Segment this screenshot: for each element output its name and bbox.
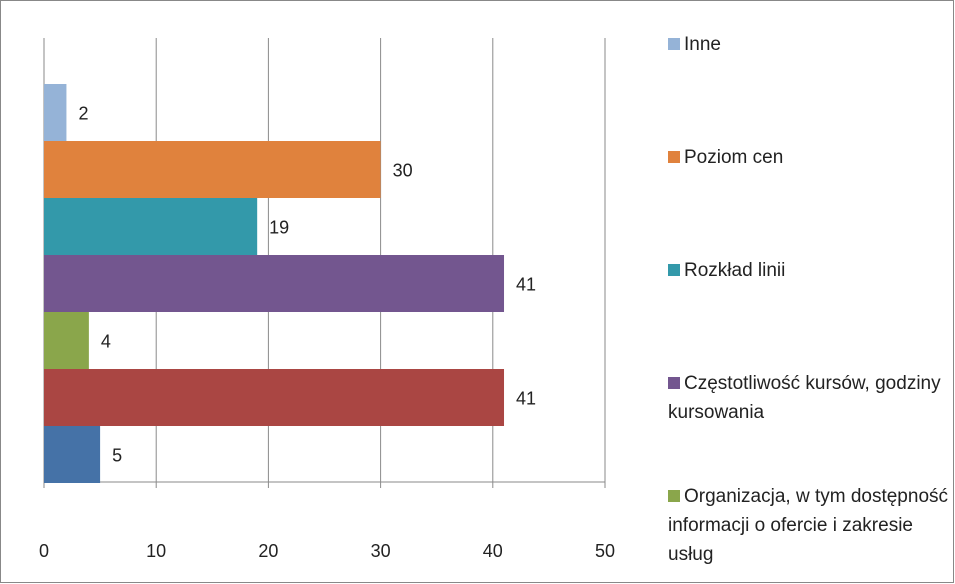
data-label: 5 <box>112 445 122 465</box>
legend-entry: Rozkład linii <box>668 256 948 285</box>
legend-label: Rozkład linii <box>684 260 786 281</box>
legend-swatch <box>668 151 680 163</box>
bar <box>44 198 258 255</box>
legend-swatch <box>668 377 680 389</box>
bar <box>44 141 381 198</box>
x-tick-label: 50 <box>595 541 615 561</box>
x-tick-label: 10 <box>146 541 166 561</box>
legend-entry: Częstotliwość kursów, godziny kursowania <box>668 369 948 427</box>
data-label: 30 <box>393 160 413 180</box>
legend-swatch <box>668 490 680 502</box>
x-tick-label: 0 <box>39 541 49 561</box>
x-tick-label: 20 <box>258 541 278 561</box>
data-label: 2 <box>78 103 88 123</box>
bar <box>44 84 67 141</box>
legend-label: Poziom cen <box>684 147 784 168</box>
legend-entry: Poziom cen <box>668 143 948 172</box>
data-label: 19 <box>269 217 289 237</box>
legend-swatch <box>668 38 680 50</box>
legend-swatch <box>668 264 680 276</box>
bar <box>44 312 89 369</box>
legend-label: Częstotliwość kursów, godziny kursowania <box>668 373 941 423</box>
legend-entry: Organizacja, w tym dostępność informacji… <box>668 482 948 569</box>
data-label: 4 <box>101 331 111 351</box>
x-tick-label: 40 <box>483 541 503 561</box>
legend-entry: Inne <box>668 30 948 59</box>
bar <box>44 369 505 426</box>
data-label: 41 <box>516 274 536 294</box>
x-tick-label: 30 <box>371 541 391 561</box>
bar <box>44 426 101 483</box>
legend-label: Organizacja, w tym dostępność informacji… <box>668 486 949 565</box>
legend-label: Inne <box>684 34 721 55</box>
data-label: 41 <box>516 388 536 408</box>
bar <box>44 255 505 312</box>
